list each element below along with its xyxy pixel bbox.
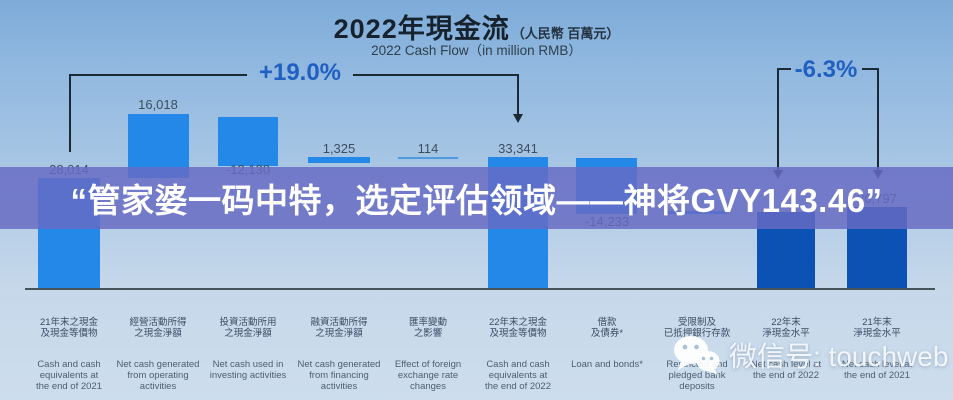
decline-arrow-line-left	[777, 68, 779, 170]
wechat-icon	[674, 336, 720, 375]
decline-bracket-hline-a	[777, 68, 791, 70]
value-label-operating: 16,018	[138, 97, 178, 112]
chart-title-unit: （人民幣 百萬元）	[511, 26, 620, 41]
promo-banner-overlay: “管家婆一码中特，选定评估领域——神将GVY143.46”	[0, 167, 953, 229]
axis-label-net-cash-2022: 22年末 淨現金水平 Net cash level at the end of …	[750, 317, 822, 381]
axis-label-loans-bonds: 借款 及債券* Loan and bonds*	[571, 317, 643, 370]
bar-investing-activities	[218, 117, 278, 166]
growth-bracket-hline-a	[69, 74, 247, 76]
growth-percent-label: +19.0%	[258, 59, 342, 86]
bar-financing-activities	[308, 157, 370, 163]
axis-label-investing: 投資活動所用 之現金淨額 Net cash used in investing …	[209, 317, 287, 381]
axis-label-fx: 匯率變動 之影響 Effect of foreign exchange rate…	[394, 317, 462, 392]
axis-label-net-cash-2021: 21年末 淨現金水平 Net cash level at the end of …	[841, 317, 913, 381]
value-label-cash-2022: 33,341	[498, 141, 538, 156]
growth-arrow-line	[517, 74, 519, 114]
axis-label-operating: 經營活動所得 之現金淨額 Net cash generated from ope…	[116, 317, 200, 392]
value-label-financing: 1,325	[322, 141, 356, 156]
chart-title: 2022年現金流 （人民幣 百萬元）	[0, 7, 953, 46]
bar-fx-effect	[398, 157, 458, 159]
watermark-text: 微信号: touchweb	[729, 341, 949, 372]
watermark: 微信号: touchweb	[672, 334, 948, 376]
chart-title-zh: 2022年現金流	[333, 14, 510, 44]
decline-arrow-line-right	[877, 68, 879, 170]
decline-bracket-hline-b	[862, 68, 879, 70]
growth-arrow-down-icon	[513, 114, 523, 123]
growth-bracket-hline-b	[353, 74, 519, 76]
axis-label-cash-2021: 21年末之現金 及現金等價物 Cash and cash equivalents…	[35, 317, 103, 392]
axis-label-financing: 融資活動所得 之現金淨額 Net cash generated from fin…	[297, 317, 381, 392]
x-axis-line	[25, 288, 935, 290]
decline-percent-label: -6.3%	[794, 56, 858, 83]
value-label-fx: 114	[417, 141, 439, 156]
promo-banner-text: “管家婆一码中特，选定评估领域——神将GVY143.46”	[70, 182, 883, 219]
axis-label-cash-2022: 22年末之現金 及現金等價物 Cash and cash equivalents…	[484, 317, 552, 392]
chart-title-en: 2022 Cash Flow（in million RMB）	[371, 43, 582, 58]
growth-bracket-left-line	[69, 74, 71, 152]
